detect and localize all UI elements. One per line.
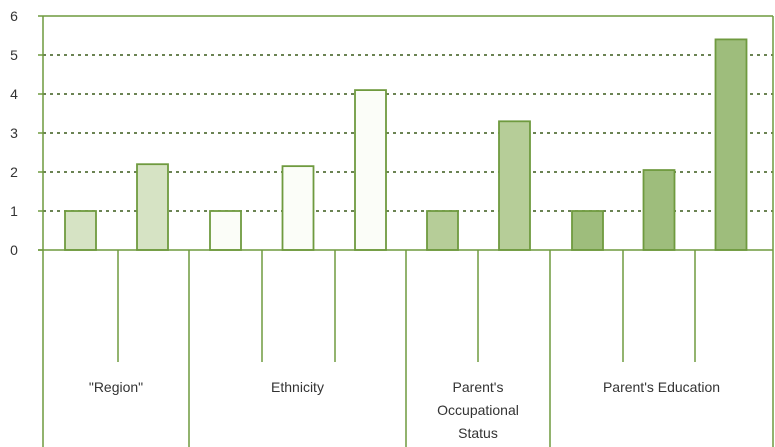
y-tick-label: 1 <box>10 203 18 219</box>
group-label: Status <box>458 425 498 441</box>
y-tick-label: 2 <box>10 164 18 180</box>
y-tick-label: 5 <box>10 47 18 63</box>
group-label: Parent's <box>453 379 504 395</box>
bar <box>281 165 315 251</box>
group-label: Occupational <box>437 402 519 418</box>
bar <box>498 120 531 251</box>
bar <box>354 89 387 251</box>
group-label: "Region" <box>89 379 143 395</box>
bar <box>136 163 169 251</box>
bar <box>714 38 748 251</box>
y-tick-label: 4 <box>10 86 18 102</box>
group-label: Parent's Education <box>603 379 720 395</box>
y-tick-label: 6 <box>10 8 18 24</box>
group-label: Ethnicity <box>271 379 324 395</box>
y-tick-label: 3 <box>10 125 18 141</box>
bar <box>571 210 604 251</box>
y-tick-label: 0 <box>10 242 18 258</box>
bar <box>426 210 459 251</box>
bar <box>642 169 676 251</box>
bar <box>64 210 97 251</box>
bar <box>209 210 242 251</box>
